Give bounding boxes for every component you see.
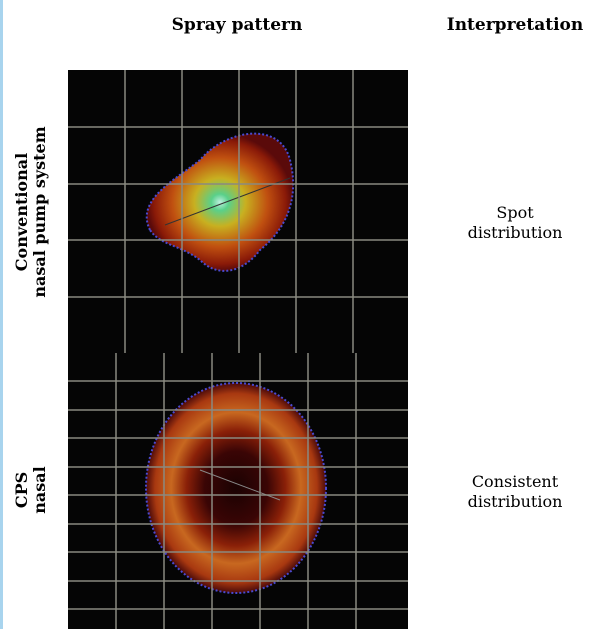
row-label: CPS bbox=[12, 472, 31, 508]
column-header: Interpretation bbox=[447, 15, 583, 35]
column-header: Spray pattern bbox=[172, 15, 303, 35]
interpretation: Consistent bbox=[472, 472, 559, 491]
row-label: Conventional bbox=[12, 153, 31, 271]
row-label: nasal pump system bbox=[30, 126, 49, 297]
row-label: nasal bbox=[30, 466, 49, 513]
spray-image bbox=[68, 70, 408, 353]
spray-image bbox=[68, 353, 408, 629]
interpretation: distribution bbox=[468, 223, 563, 242]
interpretation: Spot bbox=[496, 203, 534, 222]
interpretation: distribution bbox=[468, 492, 563, 511]
left-border bbox=[0, 0, 3, 629]
